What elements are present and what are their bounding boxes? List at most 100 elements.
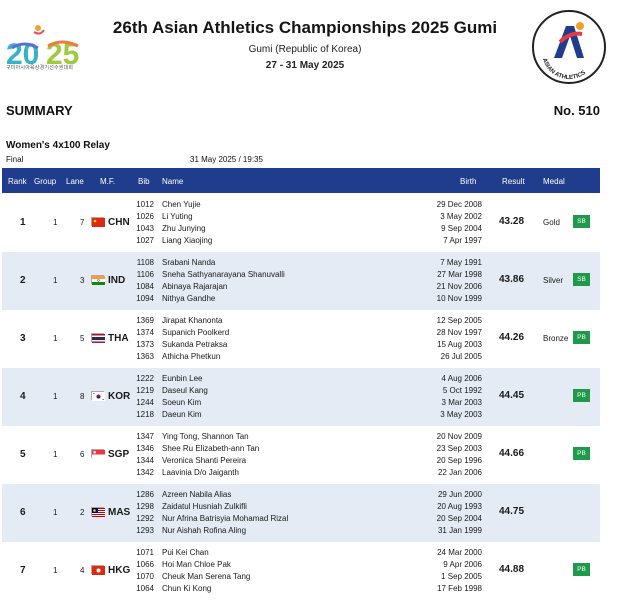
- athlete-name: Srabani Nanda: [162, 258, 216, 267]
- report-type: SUMMARY: [6, 103, 73, 118]
- lane-value: 4: [80, 566, 85, 575]
- athlete-bib: 1012: [136, 200, 154, 209]
- athlete-birth: 28 Nov 1997: [436, 328, 482, 337]
- athlete-birth: 7 May 1991: [440, 258, 482, 267]
- document-header: 20 25 구미아시아육상경기선수권대회 26th Asian Athletic…: [0, 0, 640, 95]
- lane-value: 5: [80, 334, 85, 343]
- athlete-bib: 1066: [136, 560, 154, 569]
- athlete-birth: 1 Sep 2005: [441, 572, 482, 581]
- table-row: 7 1 4 HKG 1071 Pui Kei Chan 24 Mar 2000 1066 Hoi…: [2, 542, 600, 600]
- athlete-birth: 22 Jan 2006: [437, 468, 482, 477]
- table-row: 6 1 2 MAS 1286 Azreen Nabila Alias 29 Jun 2000…: [2, 484, 600, 542]
- athlete-birth: 9 Sep 2004: [441, 224, 482, 233]
- col-medal: Medal: [543, 177, 565, 186]
- championship-logo: 20 25: [4, 18, 88, 70]
- athlete-name: Veronica Shanti Pereira: [162, 456, 247, 465]
- country-flag-icon: [91, 275, 105, 285]
- athlete-bib: 1347: [136, 432, 154, 441]
- athlete-birth: 12 Sep 2005: [436, 316, 482, 325]
- athlete-name: Zaidatul Husniah Zulkifli: [162, 502, 247, 511]
- athlete-name: Laavinia D/o Jaiganth: [162, 468, 239, 477]
- athlete-birth: 15 Aug 2003: [437, 340, 482, 349]
- country-flag-icon: [91, 449, 105, 459]
- athlete-name: Nur Aishah Rofina Aling: [162, 526, 247, 535]
- record-badge: PB: [573, 447, 590, 460]
- country-code: SGP: [108, 449, 130, 460]
- report-number: No. 510: [553, 103, 600, 118]
- event-datetime: 31 May 2025 / 19:35: [190, 155, 263, 164]
- athlete-birth: 26 Jul 2005: [440, 352, 482, 361]
- event-round: Final: [6, 155, 24, 164]
- group-value: 1: [53, 566, 58, 575]
- logo-caption: 구미아시아육상경기선수권대회: [6, 65, 74, 71]
- athlete-name: Eunbin Lee: [162, 374, 203, 383]
- athlete-birth: 21 Nov 2006: [436, 282, 482, 291]
- athlete-bib: 1027: [136, 236, 154, 245]
- event-dates: 27 - 31 May 2025: [265, 60, 345, 71]
- medal-value: Silver: [543, 276, 564, 285]
- athlete-birth: 4 Aug 2006: [441, 374, 482, 383]
- athlete-name: Daseul Kang: [162, 386, 208, 395]
- athlete-birth: 27 Mar 1998: [437, 270, 482, 279]
- record-badge: PB: [573, 563, 590, 576]
- athlete-name: Athicha Phetkun: [162, 352, 221, 361]
- athlete-bib: 1292: [136, 514, 154, 523]
- athlete-bib: 1363: [136, 352, 154, 361]
- athlete-bib: 1293: [136, 526, 154, 535]
- athlete-name: Sukanda Petraksa: [162, 340, 228, 349]
- athlete-birth: 7 Apr 1997: [443, 236, 482, 245]
- athlete-name: Sneha Sathyanarayana Shanuvalli: [162, 270, 285, 279]
- col-mf: M.F.: [100, 177, 116, 186]
- lane-value: 3: [80, 276, 85, 285]
- col-group: Group: [34, 177, 57, 186]
- medal-value: Bronze: [543, 334, 569, 343]
- athlete-bib: 1084: [136, 282, 154, 291]
- athlete-birth: 3 May 2003: [440, 410, 482, 419]
- table-row: 1 1 7 CHN 1012 Chen Yujie 29 Dec 2008 1026 Li Yu…: [2, 194, 600, 252]
- rank-value: 2: [20, 275, 26, 286]
- rank-value: 1: [20, 217, 26, 228]
- athlete-birth: 3 May 2002: [440, 212, 482, 221]
- athlete-name: Pui Kei Chan: [162, 548, 209, 557]
- record-badge: SB: [573, 215, 590, 228]
- country-code: KOR: [108, 391, 131, 402]
- athlete-bib: 1094: [136, 294, 154, 303]
- group-value: 1: [53, 450, 58, 459]
- rank-value: 7: [20, 565, 26, 576]
- athlete-bib: 1298: [136, 502, 154, 511]
- page-title: 26th Asian Athletics Championships 2025 …: [112, 18, 498, 37]
- athlete-birth: 29 Dec 2008: [436, 200, 482, 209]
- record-badge: PB: [573, 331, 590, 344]
- athlete-bib: 1369: [136, 316, 154, 325]
- athlete-name: Chun Ki Kong: [162, 584, 212, 593]
- result-value: 44.88: [499, 564, 525, 575]
- group-value: 1: [53, 334, 58, 343]
- athlete-birth: 23 Sep 2003: [436, 444, 482, 453]
- athlete-bib: 1026: [136, 212, 154, 221]
- result-value: 44.75: [499, 506, 525, 517]
- asian-athletics-logo: ASIAN ATHLETICS: [530, 8, 608, 86]
- athlete-name: Li Yuting: [162, 212, 193, 221]
- athlete-name: Shee Ru Elizabeth-ann Tan: [162, 444, 260, 453]
- country-code: CHN: [108, 217, 130, 228]
- athlete-bib: 1374: [136, 328, 154, 337]
- country-flag-icon: [91, 507, 105, 517]
- country-code: MAS: [108, 507, 131, 518]
- athlete-birth: 9 Apr 2006: [443, 560, 482, 569]
- athlete-name: Jirapat Khanonta: [162, 316, 223, 325]
- athlete-bib: 1071: [136, 548, 154, 557]
- record-badge: SB: [573, 273, 590, 286]
- athlete-bib: 1344: [136, 456, 154, 465]
- group-value: 1: [53, 218, 58, 227]
- athlete-bib: 1373: [136, 340, 154, 349]
- athlete-name: Supanich Poolkerd: [162, 328, 230, 337]
- record-badge: PB: [573, 389, 590, 402]
- athlete-birth: 29 Jun 2000: [437, 490, 482, 499]
- table-row: 5 1 6 SGP 1347 Ying Tong, Shannon Tan 20 Nov 2…: [2, 426, 600, 484]
- group-value: 1: [53, 276, 58, 285]
- group-value: 1: [53, 392, 58, 401]
- table-row: 2 1 3 IND 1108 Srabani Nanda 7 May 1991 1106 Sne…: [2, 252, 600, 310]
- athlete-name: Zhu Junying: [162, 224, 206, 233]
- athlete-name: Liang Xiaojing: [162, 236, 213, 245]
- country-flag-icon: [91, 333, 105, 343]
